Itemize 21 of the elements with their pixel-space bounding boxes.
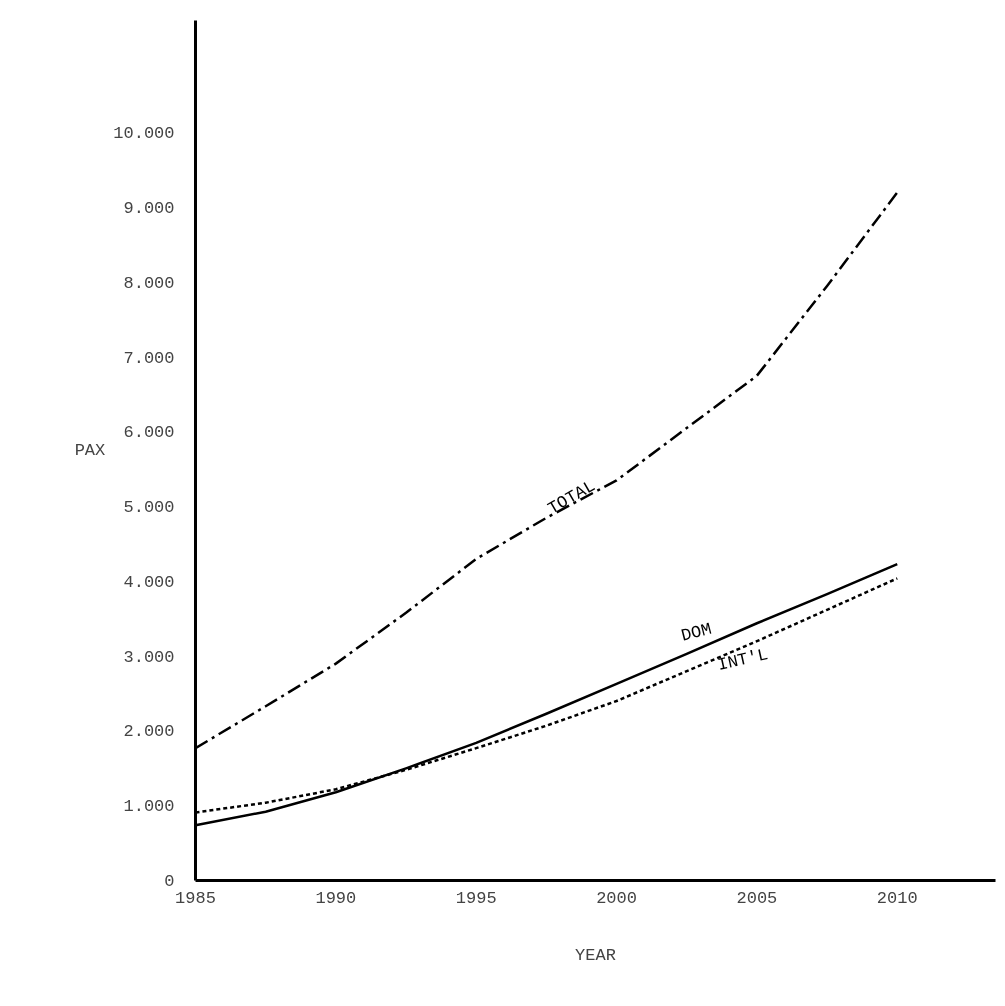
y-tick-label: 10.000: [113, 124, 175, 144]
x-tick-label: 2005: [736, 888, 778, 908]
y-tick-label: 3.000: [123, 647, 175, 667]
text: INT'L: [715, 645, 770, 675]
y-tick-label: 7.000: [123, 348, 175, 368]
y-tick-label: 8.000: [123, 273, 175, 293]
x-axis-title: YEAR: [575, 945, 616, 965]
y-tick-label: 9.000: [123, 198, 175, 218]
y-axis-title: PAX: [74, 441, 106, 460]
y-tick-label: 5.000: [123, 498, 175, 518]
x-tick-label: 1995: [455, 888, 497, 908]
y-tick-label: 4.000: [123, 572, 175, 592]
x-tick-label: 1990: [315, 888, 357, 908]
y-tick-label: 0: [164, 872, 175, 891]
x-tick-label: 1985: [175, 888, 216, 908]
y-tick-label: 2.000: [123, 722, 175, 742]
text: DOM: [679, 619, 714, 646]
y-tick-label: 6.000: [123, 423, 175, 443]
x-tick-label: 2000: [596, 888, 637, 908]
y-tick-label: 1.000: [123, 797, 175, 817]
x-tick-label: 2010: [876, 888, 918, 908]
